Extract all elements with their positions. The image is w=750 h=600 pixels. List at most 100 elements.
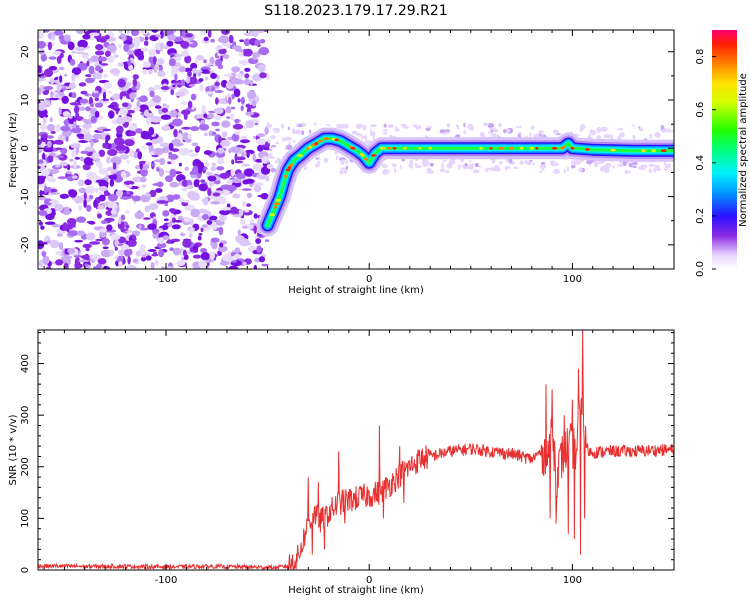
noise-blob xyxy=(120,154,130,160)
noise-blob xyxy=(243,168,255,177)
snr-y-tick-label: 0 xyxy=(20,567,31,573)
noise-speck xyxy=(426,126,433,129)
noise-blob xyxy=(178,215,183,222)
noise-blob xyxy=(38,102,47,111)
noise-blob xyxy=(132,78,138,87)
noise-blob xyxy=(131,30,140,35)
snr-y-tick-label: 300 xyxy=(20,406,31,425)
noise-speck xyxy=(494,165,500,169)
noise-blob xyxy=(58,107,62,115)
noise-speck xyxy=(524,159,528,165)
noise-blob xyxy=(132,195,142,202)
noise-blob xyxy=(219,139,231,147)
noise-blob xyxy=(140,132,152,140)
noise-blob xyxy=(211,86,215,92)
noise-speck xyxy=(571,160,578,166)
noise-blob xyxy=(74,239,83,243)
noise-blob xyxy=(183,216,191,223)
trace-hotspot xyxy=(317,139,323,143)
noise-blob xyxy=(119,107,128,116)
noise-blob xyxy=(69,82,76,90)
noise-blob xyxy=(223,73,233,77)
noise-blob xyxy=(142,61,151,68)
noise-speck xyxy=(632,135,636,139)
noise-blob xyxy=(40,168,50,177)
noise-speck xyxy=(648,163,655,167)
noise-speck xyxy=(426,171,431,174)
trace-hotspot xyxy=(380,146,386,150)
noise-blob xyxy=(256,245,262,253)
noise-blob xyxy=(142,69,148,75)
spectrogram-y-tick-label: 10 xyxy=(20,94,31,107)
noise-speck xyxy=(504,165,507,171)
noise-blob xyxy=(127,239,137,247)
noise-speck xyxy=(270,135,276,139)
noise-blob xyxy=(249,79,254,86)
noise-blob xyxy=(169,247,175,252)
noise-blob xyxy=(140,168,148,177)
noise-blob xyxy=(98,149,106,157)
noise-blob xyxy=(67,248,76,254)
noise-blob xyxy=(183,249,187,255)
noise-blob xyxy=(245,203,252,207)
noise-blob xyxy=(38,159,44,164)
spectrogram-y-axis-label: Frequency (Hz) xyxy=(8,112,19,188)
noise-blob xyxy=(258,256,266,263)
noise-speck xyxy=(498,123,502,128)
noise-blob xyxy=(243,38,251,47)
noise-blob xyxy=(75,111,79,121)
noise-blob xyxy=(80,119,91,122)
noise-blob xyxy=(60,256,68,261)
noise-blob xyxy=(243,48,247,57)
noise-blob xyxy=(38,87,42,96)
noise-blob xyxy=(255,238,262,245)
noise-speck xyxy=(483,122,489,127)
noise-blob xyxy=(83,199,87,208)
noise-speck xyxy=(592,130,597,136)
trace-hotspot xyxy=(334,138,339,142)
noise-blob xyxy=(161,266,165,269)
noise-blob xyxy=(221,120,231,128)
colorbar-tick-label: 0.4 xyxy=(695,155,706,171)
noise-blob xyxy=(209,251,215,260)
noise-blob xyxy=(238,59,249,65)
noise-blob xyxy=(129,49,134,55)
noise-blob xyxy=(107,104,115,109)
heatmap-signal-trace xyxy=(256,127,674,237)
noise-blob xyxy=(95,179,107,184)
trace-hotspot xyxy=(275,198,282,202)
noise-speck xyxy=(670,129,674,133)
noise-blob xyxy=(51,223,61,228)
noise-blob xyxy=(200,252,210,261)
trace-hotspot xyxy=(529,146,535,150)
noise-speck xyxy=(439,168,446,173)
trace-hotspot xyxy=(308,145,312,149)
noise-blob xyxy=(140,176,147,183)
noise-blob xyxy=(108,110,115,119)
noise-blob xyxy=(126,30,131,34)
noise-blob xyxy=(148,69,153,75)
noise-blob xyxy=(96,30,100,33)
trace-hotspot xyxy=(314,142,319,145)
noise-blob xyxy=(120,196,131,200)
noise-blob xyxy=(120,214,126,221)
noise-blob xyxy=(131,123,137,126)
noise-blob xyxy=(115,144,127,151)
noise-blob xyxy=(84,179,92,186)
noise-blob xyxy=(219,172,231,179)
noise-blob xyxy=(117,78,126,88)
noise-blob xyxy=(107,193,118,202)
noise-blob xyxy=(74,157,81,160)
noise-blob xyxy=(200,227,204,232)
noise-blob xyxy=(252,163,263,171)
noise-blob xyxy=(264,239,270,242)
noise-speck xyxy=(391,163,395,167)
noise-speck xyxy=(491,158,496,164)
noise-blob xyxy=(71,72,75,81)
noise-blob xyxy=(233,88,241,98)
noise-blob xyxy=(261,263,269,267)
noise-blob xyxy=(77,230,85,236)
noise-blob xyxy=(151,30,159,33)
noise-blob xyxy=(159,42,165,50)
noise-speck xyxy=(356,123,362,130)
